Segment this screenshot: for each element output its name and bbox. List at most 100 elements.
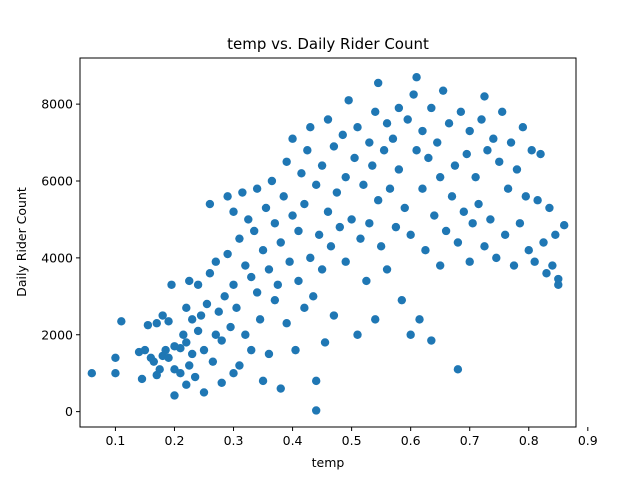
data-point xyxy=(545,203,554,213)
x-tick-label: 0.7 xyxy=(460,433,480,448)
data-point xyxy=(329,142,339,151)
data-point xyxy=(306,122,315,132)
data-point xyxy=(241,261,250,270)
data-point xyxy=(329,311,339,320)
data-point xyxy=(486,215,495,224)
data-point xyxy=(465,257,474,266)
data-point xyxy=(291,345,300,355)
data-point xyxy=(530,257,539,266)
data-point xyxy=(406,230,415,240)
data-point xyxy=(515,219,525,228)
data-point xyxy=(371,107,380,117)
data-point xyxy=(249,226,259,236)
data-point xyxy=(536,149,545,159)
data-point xyxy=(332,188,342,197)
data-point xyxy=(282,157,291,166)
data-point xyxy=(258,376,268,386)
data-point xyxy=(441,226,451,236)
data-point xyxy=(323,207,333,216)
data-point xyxy=(226,322,235,332)
data-point xyxy=(456,107,466,117)
data-point xyxy=(314,230,324,240)
data-point xyxy=(196,311,206,320)
y-tick-label: 6000 xyxy=(41,174,73,189)
data-point xyxy=(211,330,221,339)
data-point xyxy=(217,378,226,387)
data-point xyxy=(415,315,424,324)
chart-title: temp vs. Daily Rider Count xyxy=(227,35,429,53)
data-point xyxy=(371,315,380,324)
data-point xyxy=(394,103,404,113)
data-point xyxy=(335,222,345,232)
data-point xyxy=(385,184,395,193)
data-point xyxy=(527,146,536,155)
data-point xyxy=(282,319,291,328)
data-point xyxy=(518,122,528,132)
data-point xyxy=(465,126,474,136)
data-point xyxy=(382,265,392,274)
data-point xyxy=(506,138,516,147)
data-point xyxy=(303,146,312,155)
data-point xyxy=(353,330,362,339)
data-point xyxy=(241,330,250,339)
data-point xyxy=(524,245,533,255)
x-tick-label: 0.1 xyxy=(105,433,125,448)
data-point xyxy=(341,172,350,182)
data-point xyxy=(350,153,359,163)
data-point xyxy=(400,203,409,213)
data-point xyxy=(559,221,569,230)
data-point xyxy=(164,353,173,363)
data-point xyxy=(554,274,563,284)
data-point xyxy=(435,172,445,182)
data-point xyxy=(220,292,229,301)
data-point xyxy=(229,207,238,216)
data-point xyxy=(202,299,212,309)
axes-frame xyxy=(79,57,577,428)
data-point xyxy=(311,180,321,190)
data-point xyxy=(193,280,203,289)
data-point xyxy=(495,157,504,166)
data-point xyxy=(397,295,407,305)
data-point xyxy=(297,169,306,178)
data-point xyxy=(368,161,377,170)
data-point xyxy=(521,192,531,201)
data-point xyxy=(403,115,412,124)
data-point xyxy=(270,295,280,305)
data-points xyxy=(87,73,569,415)
data-point xyxy=(418,126,427,136)
data-point xyxy=(190,372,200,382)
data-point xyxy=(140,345,150,355)
data-point xyxy=(185,276,194,286)
data-point xyxy=(270,219,280,228)
data-point xyxy=(176,368,185,378)
data-point xyxy=(320,338,330,347)
data-point xyxy=(143,320,153,330)
data-point xyxy=(214,307,223,316)
data-point xyxy=(300,303,309,313)
data-point xyxy=(176,344,185,353)
data-point xyxy=(480,242,489,251)
data-point xyxy=(111,353,120,363)
data-point xyxy=(430,211,439,220)
data-point xyxy=(450,161,460,170)
data-point xyxy=(503,184,513,193)
data-point xyxy=(205,199,215,209)
data-point xyxy=(247,272,256,282)
y-tick-label: 2000 xyxy=(41,327,73,342)
x-axis-ticks: 0.1 0.2 0.3 0.4 0.5 0.6 0.7 0.8 0.9 xyxy=(105,427,598,448)
data-point xyxy=(447,192,457,201)
data-point xyxy=(117,317,126,326)
data-point xyxy=(323,115,333,124)
data-point xyxy=(199,388,209,397)
data-point xyxy=(421,245,430,255)
data-point xyxy=(187,315,197,324)
y-tick-label: 4000 xyxy=(41,250,73,265)
data-point xyxy=(276,384,285,393)
data-point xyxy=(137,374,147,384)
data-point xyxy=(244,215,253,224)
data-point xyxy=(217,336,226,345)
data-point xyxy=(229,280,238,289)
data-point xyxy=(235,361,244,370)
data-point xyxy=(542,269,551,278)
